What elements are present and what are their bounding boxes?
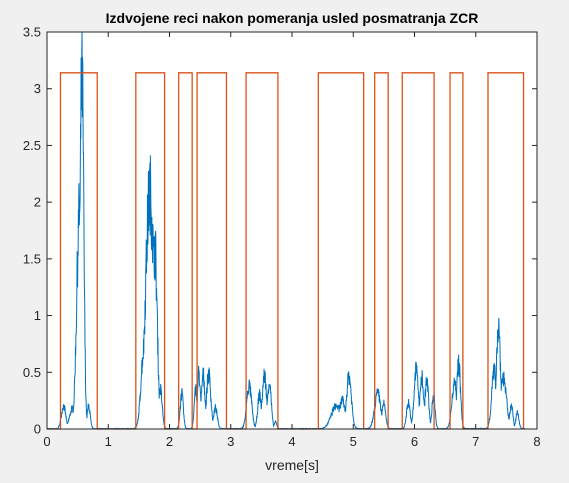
y-tick-label: 3.5 [23,25,41,40]
y-tick-label: 0.5 [23,365,41,380]
y-tick-label: 1 [34,308,41,323]
y-tick-label: 2 [34,195,41,210]
chart-title: Izdvojene reci nakon pomeranja usled pos… [106,10,479,26]
x-tick-label: 0 [43,434,50,449]
x-tick-label: 5 [350,434,357,449]
y-tick-label: 2.5 [23,138,41,153]
plot-area [47,32,537,429]
x-axis-label: vreme[s] [265,457,319,473]
x-tick-label: 3 [227,434,234,449]
x-tick-label: 7 [472,434,479,449]
x-tick-label: 4 [288,434,295,449]
y-tick-label: 3 [34,81,41,96]
x-tick-label: 2 [166,434,173,449]
y-tick-label: 0 [34,422,41,437]
x-tick-label: 1 [105,434,112,449]
tick-layer: 0 1 2 3 4 5 6 7 8 0 0.5 1 1.5 2 2.5 3 3.5 [23,25,541,450]
x-tick-label: 8 [533,434,540,449]
x-tick-label: 6 [411,434,418,449]
y-tick-label: 1.5 [23,251,41,266]
